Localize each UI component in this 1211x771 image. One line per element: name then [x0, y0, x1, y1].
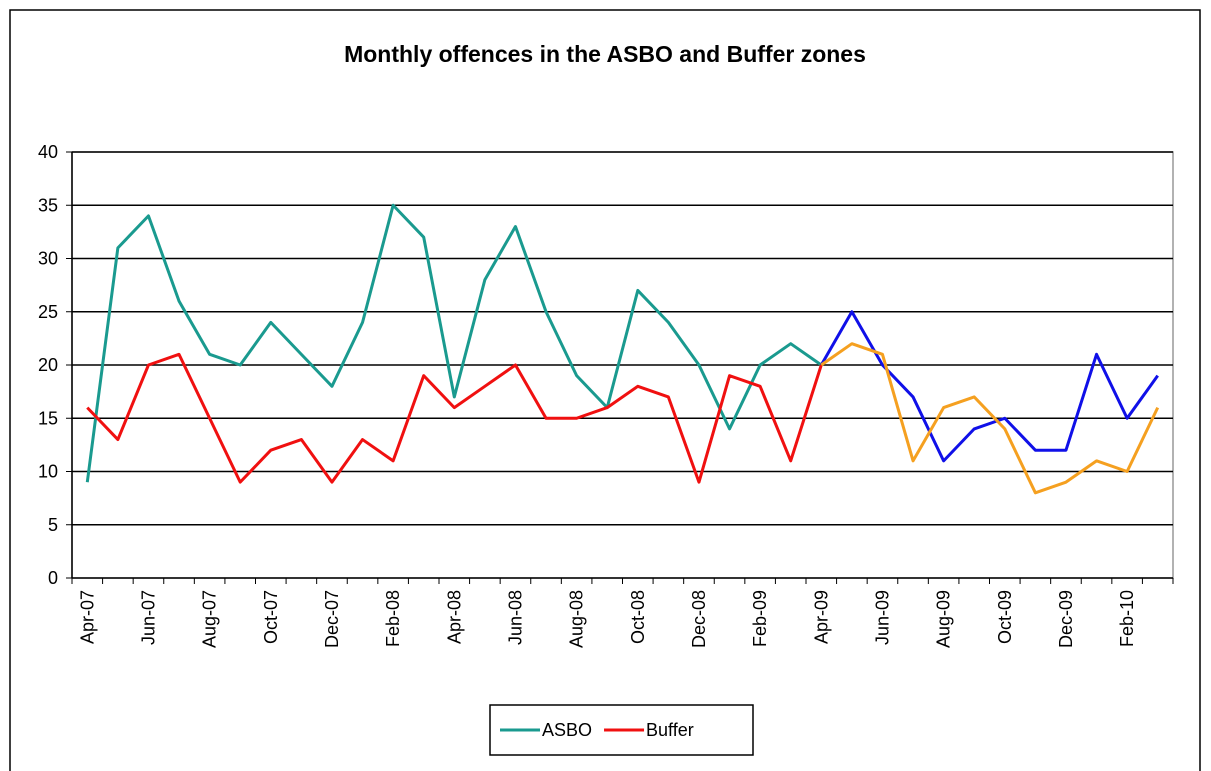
y-tick-label: 25 [38, 302, 58, 322]
y-tick-label: 30 [38, 249, 58, 269]
chart-border [9, 9, 1201, 771]
y-tick-label: 40 [38, 142, 58, 162]
series-line [86, 352, 823, 484]
x-tick-label: Oct-09 [995, 590, 1015, 644]
x-tick-label: Dec-09 [1056, 590, 1076, 648]
x-tick-label: Jun-08 [505, 590, 525, 645]
legend-label: Buffer [646, 720, 694, 740]
y-tick-label: 35 [38, 195, 58, 215]
x-tick-label: Feb-08 [383, 590, 403, 647]
x-tick-label: Apr-09 [811, 590, 831, 644]
x-tick-label: Jun-07 [138, 590, 158, 645]
y-tick-label: 15 [38, 408, 58, 428]
x-tick-label: Oct-07 [261, 590, 281, 644]
x-tick-label: Feb-10 [1117, 590, 1137, 647]
x-tick-label: Aug-07 [200, 590, 220, 648]
series-line [819, 310, 1159, 463]
y-tick-label: 10 [38, 462, 58, 482]
x-tick-label: Feb-09 [750, 590, 770, 647]
y-tick-label: 0 [48, 568, 58, 588]
y-tick-label: 20 [38, 355, 58, 375]
x-tick-label: Dec-08 [689, 590, 709, 648]
x-tick-label: Aug-09 [934, 590, 954, 648]
x-tick-label: Jun-09 [872, 590, 892, 645]
x-tick-label: Oct-08 [628, 590, 648, 644]
y-tick-label: 5 [48, 515, 58, 535]
x-tick-label: Aug-08 [567, 590, 587, 648]
x-tick-label: Apr-08 [444, 590, 464, 644]
chart-title: Monthly offences in the ASBO and Buffer … [344, 41, 866, 67]
series-line [820, 342, 1160, 495]
x-tick-label: Apr-07 [77, 590, 97, 644]
legend-label: ASBO [542, 720, 592, 740]
series-line [85, 203, 823, 483]
x-tick-label: Dec-07 [322, 590, 342, 648]
